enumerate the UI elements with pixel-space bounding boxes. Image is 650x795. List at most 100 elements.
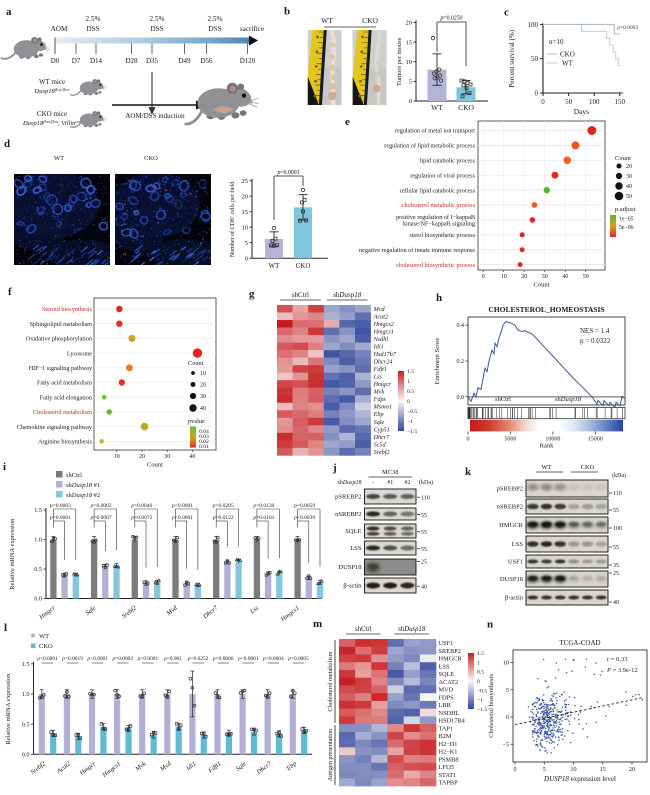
svg-text:LSS: LSS [350,545,362,552]
svg-text:#1: #1 [387,480,393,486]
svg-text:p=0.0046: p=0.0046 [130,503,152,509]
svg-text:1.0: 1.0 [22,691,30,698]
svg-text:Count: Count [147,462,163,469]
svg-text:−: − [371,480,375,486]
svg-text:CKO: CKO [458,103,474,112]
svg-text:110: 110 [421,495,430,501]
svg-text:d: d [4,138,10,150]
svg-text:Dusp18flox/flox: Dusp18flox/flox [34,87,70,95]
svg-text:p=0.0122: p=0.0122 [212,515,234,521]
svg-text:r = 0.33: r = 0.33 [607,656,627,663]
svg-text:1: 1 [407,379,410,385]
svg-text:DSS: DSS [86,25,99,33]
svg-text:D14: D14 [90,57,103,65]
svg-text:ACAT2: ACAT2 [439,679,459,686]
svg-text:100: 100 [613,526,622,532]
svg-text:0: 0 [477,679,480,685]
svg-text:PSMB8: PSMB8 [439,756,459,763]
svg-text:nSREBP2: nSREBP2 [497,504,523,511]
svg-text:p=0.0005: p=0.0005 [287,656,309,662]
svg-text:0: 0 [506,714,509,721]
svg-text:m: m [313,618,322,630]
svg-text:Percent survival (%): Percent survival (%) [508,29,516,87]
svg-text:10: 10 [570,766,576,773]
svg-text:p=0.0059: p=0.0059 [293,503,315,509]
svg-text:0: 0 [467,437,470,443]
svg-text:cellular lipid catabolic proce: cellular lipid catabolic process [400,187,476,194]
svg-text:n=10: n=10 [549,38,564,46]
svg-text:cholesterol metabolic process: cholesterol metabolic process [402,202,476,209]
svg-text:WT: WT [541,464,551,471]
svg-text:#2: #2 [404,480,410,486]
svg-text:−0.5: −0.5 [477,688,487,694]
svg-text:TAP1: TAP1 [439,725,454,732]
svg-text:P = 3.9e-12: P = 3.9e-12 [606,667,638,674]
svg-text:HIF−1 signaling pathway: HIF−1 signaling pathway [29,365,93,372]
svg-text:−5: −5 [502,741,509,748]
svg-text:DUSP18: DUSP18 [500,576,523,583]
svg-text:20: 20 [406,20,413,27]
svg-text:NES = 1.4: NES = 1.4 [580,327,610,335]
svg-text:shCtrl: shCtrl [292,291,309,299]
svg-text:pvalue: pvalue [188,418,205,425]
svg-text:55: 55 [613,545,619,551]
svg-text:25: 25 [613,571,619,577]
svg-text:Idi1: Idi1 [373,344,384,351]
svg-text:Msmo1: Msmo1 [373,404,392,411]
svg-text:SREBP2: SREBP2 [439,648,461,655]
svg-text:regulation of lipid metabolic: regulation of lipid metabolic process [384,143,475,150]
svg-text:D120: D120 [240,57,256,65]
svg-text:D28: D28 [125,57,138,65]
svg-text:10: 10 [503,660,509,667]
svg-text:CKO: CKO [296,262,311,270]
svg-text:Number of CD8+ cells per field: Number of CD8+ cells per field [228,182,236,257]
svg-text:Mvk: Mvk [373,389,385,396]
svg-text:WT: WT [321,16,333,25]
svg-text:Dhcr7: Dhcr7 [255,760,274,777]
svg-text:50: 50 [626,194,632,200]
svg-text:0: 0 [407,399,410,405]
svg-text:Relative mRNA expression: Relative mRNA expression [5,673,12,745]
svg-text:0.0: 0.0 [34,596,42,603]
svg-text:10: 10 [200,371,206,377]
svg-text:CKO: CKO [560,51,575,59]
svg-text:Arginine biosynthesis: Arginine biosynthesis [38,439,93,446]
svg-text:100: 100 [589,98,600,106]
svg-text:5: 5 [543,766,546,773]
svg-text:Rank: Rank [540,443,554,450]
svg-text:USF1: USF1 [508,559,523,566]
svg-text:DSS: DSS [150,25,163,33]
svg-text:110: 110 [613,491,622,497]
svg-text:CKO: CKO [144,155,158,162]
svg-text:DUSP18: DUSP18 [338,564,361,571]
svg-text:D35: D35 [146,57,159,65]
svg-text:shCtrl: shCtrl [355,626,372,633]
svg-text:i: i [3,461,6,473]
svg-text:1e−05: 1e−05 [619,217,634,223]
svg-text:negative regulation of innate: negative regulation of innate immune res… [359,247,475,254]
svg-text:p<0.0001: p<0.0001 [137,656,159,662]
svg-text:WT: WT [562,60,574,68]
svg-text:h: h [436,292,442,304]
svg-text:30: 30 [200,394,206,400]
svg-text:p<0.0001: p<0.0001 [237,656,259,662]
svg-text:MVD: MVD [439,687,454,694]
svg-text:k: k [465,466,472,478]
svg-text:Sphingolipid metabolism: Sphingolipid metabolism [30,321,93,328]
svg-text:Hsd17b7: Hsd17b7 [373,351,397,358]
svg-text:0.04: 0.04 [199,429,209,435]
svg-text:Cholesterol metabolism: Cholesterol metabolism [327,651,334,711]
svg-text:0.02: 0.02 [199,439,209,445]
svg-text:Acat2: Acat2 [55,760,73,776]
svg-text:Dhcr24: Dhcr24 [373,359,393,366]
svg-text:B2M: B2M [439,733,452,740]
svg-text:Antigen presentation: Antigen presentation [327,728,334,781]
svg-text:Hmgcs1: Hmgcs1 [100,760,122,779]
svg-text:−0.5: −0.5 [407,409,417,415]
svg-text:1: 1 [477,660,480,666]
svg-text:p<0.0001: p<0.0001 [86,656,108,662]
svg-text:pSREBP2: pSREBP2 [335,494,361,501]
svg-text:20: 20 [629,766,635,773]
svg-text:WT: WT [431,103,443,112]
svg-text:p=0.0004: p=0.0004 [262,656,284,662]
